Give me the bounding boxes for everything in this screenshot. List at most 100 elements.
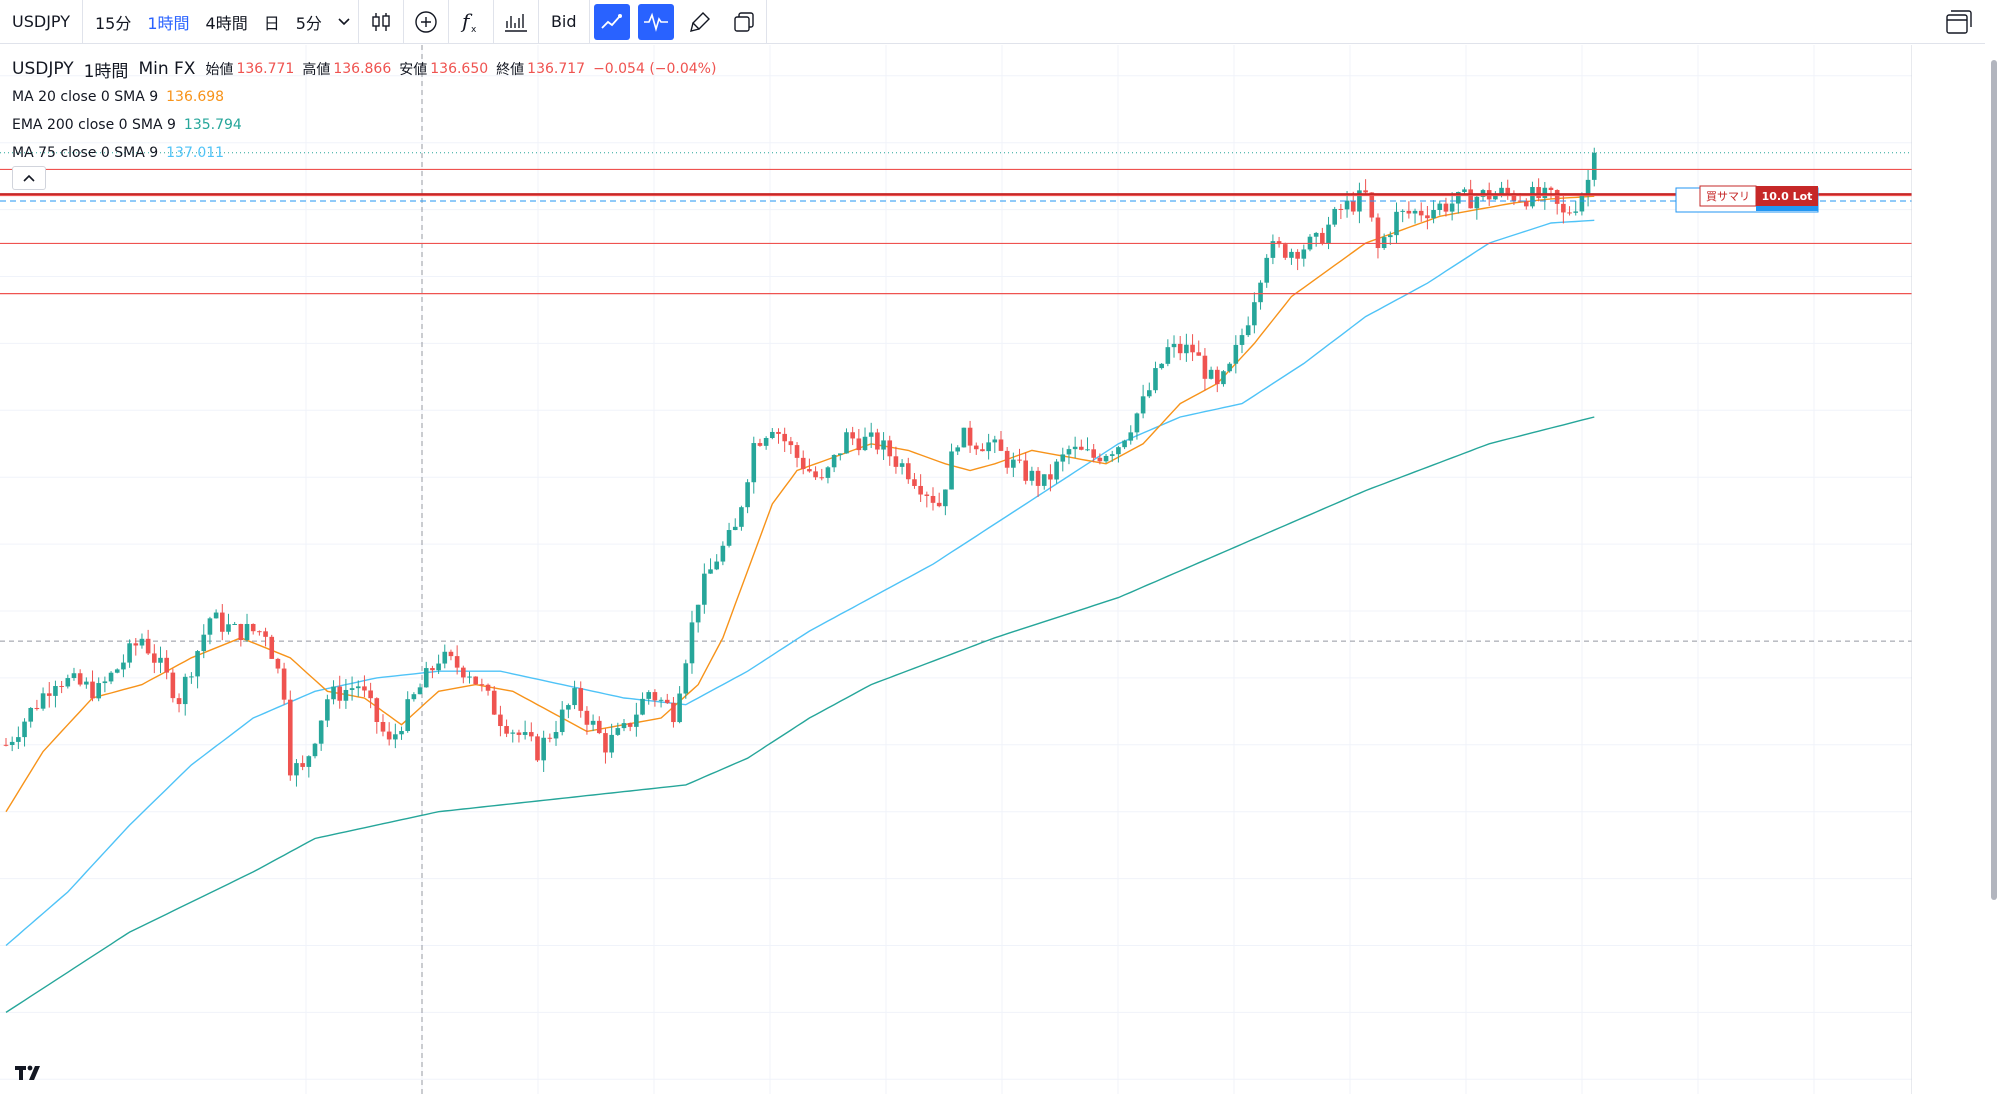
order-summary-line[interactable]: 買サマリ 10.0 Lot: [1675, 185, 1819, 213]
candle: [176, 693, 182, 713]
candle-body: [1573, 211, 1579, 213]
candle: [553, 720, 559, 746]
candle: [1505, 179, 1511, 200]
interval-4h-button[interactable]: 4時間: [198, 0, 256, 44]
candle: [257, 630, 262, 636]
candle-body: [782, 433, 787, 442]
candle: [671, 697, 676, 728]
candle-body: [1289, 251, 1294, 258]
candle-body: [1295, 251, 1300, 259]
candle-body: [53, 686, 58, 696]
candle-body: [386, 731, 392, 740]
ma75-path: [5, 219, 1595, 947]
candle: [467, 671, 472, 684]
legend-indicator-ma20[interactable]: MA 20 close 0 SMA 9 136.698: [12, 83, 724, 111]
drawing-tools-button[interactable]: [678, 0, 722, 44]
candle: [417, 683, 423, 695]
candle-body: [961, 427, 967, 448]
candle-body: [207, 618, 213, 635]
candle-body: [1153, 368, 1158, 391]
candle: [1196, 340, 1202, 356]
candle: [1029, 466, 1035, 486]
candle: [881, 432, 886, 461]
candle: [1295, 249, 1300, 271]
symbol-search-button[interactable]: USDJPY: [0, 0, 82, 44]
price-type-button[interactable]: Bid: [539, 0, 589, 44]
candle-body: [757, 443, 763, 446]
candle: [1307, 234, 1313, 252]
candle: [386, 722, 392, 746]
candle-body: [609, 734, 614, 753]
candle: [862, 427, 868, 452]
candle: [127, 639, 132, 668]
order-label: 買サマリ: [1706, 190, 1750, 203]
candle-body: [930, 495, 936, 503]
price-type-label: Bid: [550, 12, 577, 31]
interval-15m-button[interactable]: 15分: [83, 0, 139, 44]
candle-body: [1344, 200, 1350, 210]
candle: [1320, 227, 1325, 246]
line-tool-button[interactable]: [593, 3, 630, 40]
candle-body: [1276, 241, 1282, 245]
candle-body: [1418, 210, 1424, 216]
candle-body: [1035, 470, 1041, 486]
candle: [275, 657, 281, 674]
candle-body: [708, 569, 713, 574]
candle: [918, 474, 923, 503]
layers-button[interactable]: [722, 0, 766, 44]
candle-body: [325, 699, 330, 721]
scrollbar-thumb[interactable]: [1991, 60, 1997, 900]
interval-5m-button[interactable]: 5分: [288, 0, 330, 44]
templates-button[interactable]: [494, 0, 538, 44]
interval-1h-button[interactable]: 1時間: [139, 0, 197, 44]
candle-body: [973, 445, 979, 450]
candle: [702, 563, 707, 614]
page-scrollbar[interactable]: [1990, 0, 1998, 1094]
candle: [1233, 335, 1239, 374]
candle-body: [1171, 343, 1177, 348]
legend-indicator-ema200[interactable]: EMA 200 close 0 SMA 9 135.794: [12, 111, 724, 139]
candle: [658, 697, 664, 708]
candle-body: [875, 432, 880, 450]
candle-body: [559, 709, 565, 733]
candle-body: [603, 733, 608, 753]
replay-button[interactable]: [637, 3, 674, 40]
candle: [189, 672, 194, 684]
candle: [121, 654, 126, 678]
candle-body: [751, 443, 757, 483]
candle-body: [485, 684, 491, 691]
candle-body: [102, 681, 108, 684]
layout-button[interactable]: [1933, 0, 1985, 44]
legend-collapse-button[interactable]: [12, 166, 46, 190]
order-lots-box[interactable]: [1756, 186, 1818, 206]
compare-symbol-button[interactable]: [404, 0, 448, 44]
candle: [269, 634, 275, 659]
candle-body: [405, 699, 410, 731]
ma75-line: [5, 219, 1595, 947]
candle: [844, 428, 849, 454]
candle: [423, 661, 429, 688]
candle-body: [1270, 241, 1276, 258]
candle-body: [535, 736, 540, 761]
candle-body: [862, 436, 868, 451]
candle-body: [9, 741, 15, 746]
candle: [343, 679, 349, 709]
price-chart[interactable]: 買サマリ 10.0 Lot 141.500141.000140.500140.0…: [0, 45, 1912, 1094]
candle-body: [720, 545, 726, 562]
tradingview-logo[interactable]: [14, 1064, 44, 1086]
candle: [1425, 206, 1430, 230]
candle-body: [943, 489, 948, 507]
candle: [430, 665, 435, 679]
chart-type-button[interactable]: [359, 0, 403, 44]
candle: [1561, 195, 1566, 224]
interval-dropdown-button[interactable]: [330, 0, 358, 44]
interval-day-button[interactable]: 日: [256, 0, 288, 44]
candle: [856, 428, 862, 456]
candle-body: [454, 656, 460, 668]
candle-body: [850, 432, 855, 439]
horizontal-price-lines[interactable]: [0, 152, 1912, 295]
legend-indicator-ma75[interactable]: MA 75 close 0 SMA 9 137.011: [12, 139, 724, 167]
candle-body: [1282, 244, 1288, 258]
candle: [325, 694, 330, 728]
